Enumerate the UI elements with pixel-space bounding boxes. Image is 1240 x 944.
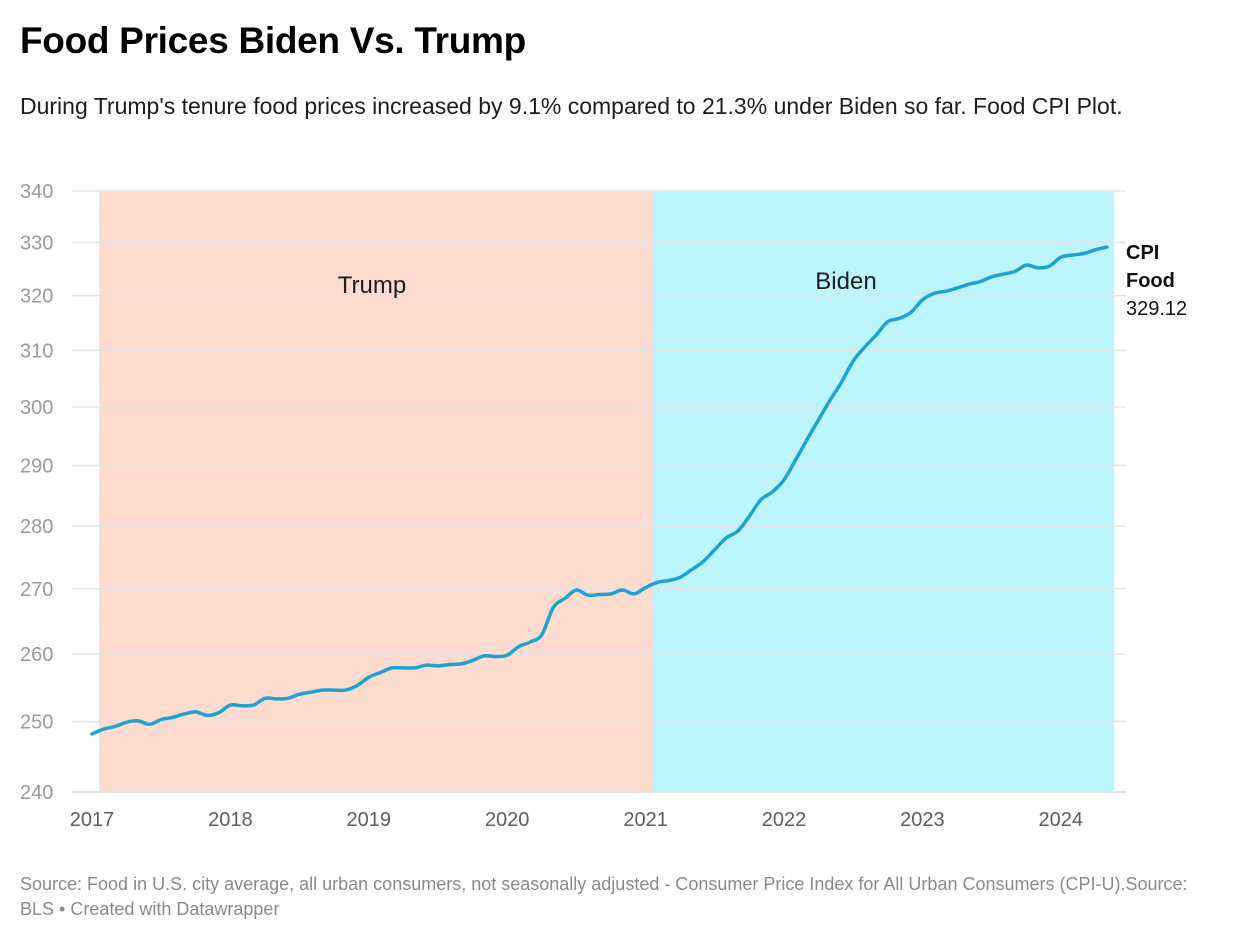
x-tick-label: 2023 <box>900 809 945 831</box>
y-tick-label: 250 <box>20 712 53 734</box>
source-footer: Source: Food in U.S. city average, all u… <box>20 874 1188 919</box>
band-biden <box>652 191 1115 792</box>
gridlines <box>72 190 1126 793</box>
y-tick-label: 320 <box>20 286 53 308</box>
y-tick-label: 240 <box>20 782 53 804</box>
series-line-cpi-food <box>90 245 1109 736</box>
chart-subtitle: During Trump's tenure food prices increa… <box>20 93 1123 119</box>
band-label-biden: Biden <box>815 268 876 295</box>
band-trump <box>99 191 653 792</box>
era-bands <box>99 191 1115 792</box>
chart-title: Food Prices Biden Vs. Trump <box>20 20 526 61</box>
end-label-line1: CPI <box>1126 242 1159 264</box>
x-axis: 2017 2018 2019 2020 2021 2022 2023 2024 <box>70 809 1083 831</box>
series-end-label: CPI Food 329.12 <box>1126 242 1187 320</box>
y-tick-label: 290 <box>20 455 53 477</box>
x-tick-label: 2024 <box>1039 809 1084 831</box>
x-tick-label: 2019 <box>347 809 392 831</box>
series-group <box>90 245 1109 736</box>
x-tick-label: 2017 <box>70 809 115 831</box>
y-tick-label: 280 <box>20 516 53 538</box>
x-tick-label: 2020 <box>485 809 530 831</box>
end-label-value: 329.12 <box>1126 298 1187 320</box>
y-tick-label: 300 <box>20 397 53 419</box>
y-tick-label: 340 <box>20 181 53 203</box>
y-axis: 340 330 320 310 300 290 280 270 260 250 240 <box>20 181 53 804</box>
y-tick-label: 260 <box>20 644 53 666</box>
y-tick-label: 310 <box>20 340 53 362</box>
y-tick-label: 270 <box>20 579 53 601</box>
end-label-line2: Food <box>1126 270 1175 292</box>
era-labels: Trump Biden <box>338 268 877 299</box>
x-tick-label: 2022 <box>762 809 807 831</box>
x-tick-label: 2018 <box>208 809 253 831</box>
y-tick-label: 330 <box>20 233 53 255</box>
band-label-trump: Trump <box>338 272 406 299</box>
x-tick-label: 2021 <box>623 809 668 831</box>
